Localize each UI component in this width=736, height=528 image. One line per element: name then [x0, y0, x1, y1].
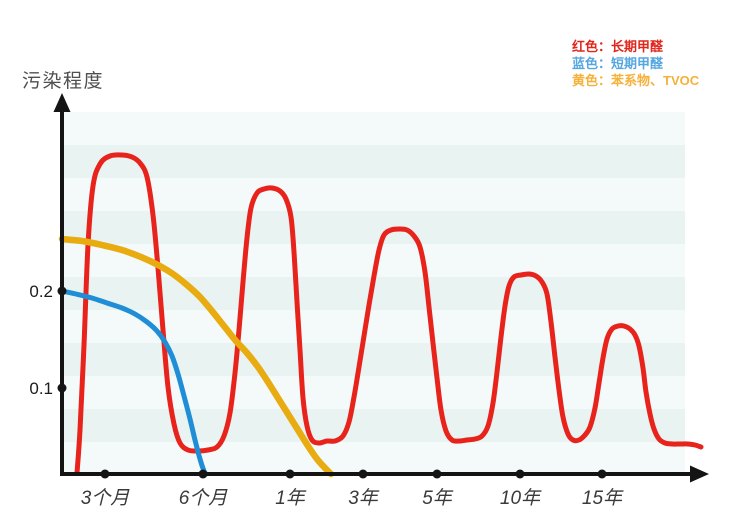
- tick-dots-group: [57, 286, 607, 479]
- y-axis-title: 污染程度: [22, 71, 105, 92]
- x-tick-dot-5: [515, 469, 525, 479]
- y-tick-label-0: 0.2: [29, 282, 53, 301]
- series-curves-group: [58, 152, 704, 478]
- x-tick-label-3: 3年: [348, 487, 380, 509]
- x-tick-label-2: 1年: [275, 487, 307, 509]
- benzene-tvoc-line: [58, 235, 335, 478]
- x-tick-dot-4: [432, 469, 442, 479]
- short-term-formaldehyde-line: [59, 288, 209, 477]
- x-tick-label-6: 15年: [582, 487, 624, 509]
- legend-item-1: 蓝色：短期甲醛: [572, 56, 664, 71]
- x-tick-dot-0: [100, 469, 110, 479]
- x-tick-dot-6: [597, 469, 607, 479]
- x-tick-dot-3: [358, 469, 368, 479]
- x-axis-arrowhead-icon: [690, 465, 709, 483]
- x-tick-label-4: 5年: [422, 487, 454, 509]
- axes-group: [53, 93, 709, 483]
- legend-item-0: 红色：长期甲醛: [572, 39, 664, 54]
- y-tick-dot-0: [57, 286, 67, 296]
- long-term-formaldehyde-line: [74, 152, 704, 476]
- y-tick-label-1: 0.1: [29, 379, 53, 398]
- legend: 红色：长期甲醛 蓝色：短期甲醛黄色：苯系物、TVOC: [572, 38, 699, 89]
- x-tick-label-0: 3个月: [81, 488, 131, 509]
- x-tick-dot-1: [198, 469, 208, 479]
- y-axis-arrowhead-icon: [53, 93, 71, 112]
- tick-labels-group: 3个月 6个月 1年 3年 5年 10年 15年 0.2 0.1: [29, 282, 624, 509]
- x-tick-dot-2: [285, 469, 295, 479]
- x-tick-label-1: 6个月: [179, 488, 229, 509]
- y-tick-dot-1: [57, 383, 67, 393]
- x-tick-label-5: 10年: [500, 487, 542, 509]
- legend-item-2: 黄色：苯系物、TVOC: [572, 73, 700, 88]
